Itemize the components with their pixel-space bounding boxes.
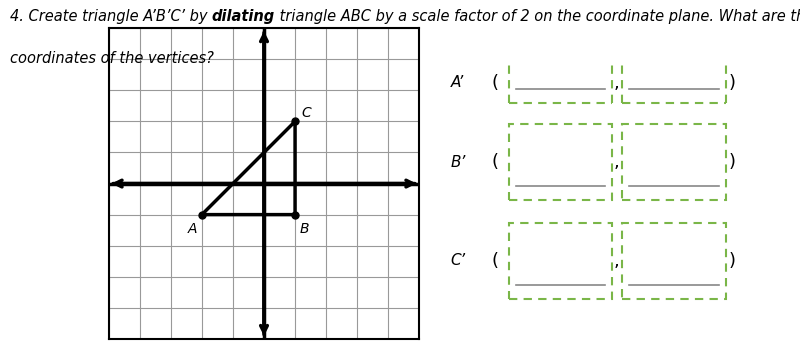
Text: coordinates of the vertices?: coordinates of the vertices? [10,51,214,66]
Text: (: ( [491,74,498,92]
Text: A’: A’ [450,75,463,90]
Text: ,: , [614,252,619,270]
Text: ): ) [729,153,736,171]
Text: triangle ABC by a scale factor of 2 on the coordinate plane. What are the new: triangle ABC by a scale factor of 2 on t… [275,9,800,24]
FancyBboxPatch shape [622,222,726,299]
Text: dilating: dilating [212,9,275,24]
FancyBboxPatch shape [509,222,612,299]
Text: B: B [300,222,310,237]
Text: ): ) [729,74,736,92]
Text: (: ( [491,252,498,270]
FancyBboxPatch shape [622,124,726,200]
Text: C’: C’ [450,253,466,268]
Text: A: A [188,222,198,237]
Text: (: ( [491,153,498,171]
Text: 4. Create triangle A’B’C’ by: 4. Create triangle A’B’C’ by [10,9,212,24]
Text: ,: , [614,153,619,171]
Text: ): ) [729,252,736,270]
Text: ,: , [614,74,619,92]
FancyBboxPatch shape [509,124,612,200]
Text: B’: B’ [450,155,466,170]
Text: C: C [302,106,311,120]
